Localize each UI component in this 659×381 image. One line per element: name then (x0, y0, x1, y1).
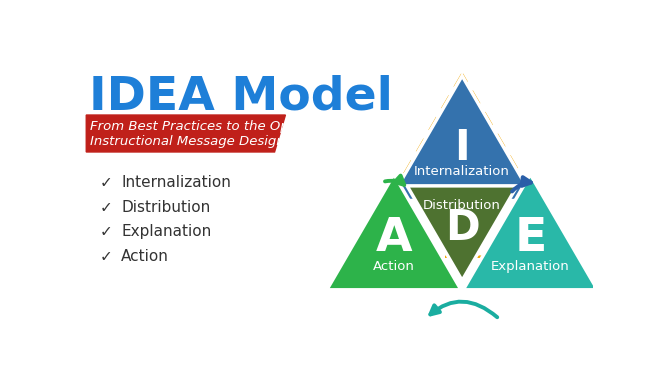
Text: Internalization: Internalization (121, 175, 231, 190)
Text: Instructional Message Design: Instructional Message Design (90, 135, 285, 148)
FancyArrowPatch shape (430, 302, 498, 317)
Text: D: D (445, 207, 480, 249)
FancyArrowPatch shape (512, 177, 531, 192)
Text: Distribution: Distribution (423, 199, 501, 211)
Text: From Best Practices to the Optimal: From Best Practices to the Optimal (90, 120, 322, 133)
Text: Action: Action (373, 260, 415, 273)
Text: ✓: ✓ (100, 175, 112, 190)
Text: ✓: ✓ (100, 224, 112, 239)
Text: A: A (376, 216, 413, 261)
Text: IDEA Model: IDEA Model (88, 75, 393, 120)
Polygon shape (86, 115, 285, 152)
Text: ✓: ✓ (100, 249, 112, 264)
Text: E: E (514, 216, 546, 261)
Text: Distribution: Distribution (121, 200, 210, 215)
Text: Action: Action (121, 249, 169, 264)
Polygon shape (463, 174, 598, 290)
Polygon shape (407, 186, 517, 280)
Text: Internalization: Internalization (415, 165, 510, 178)
Text: Explanation: Explanation (121, 224, 212, 239)
Text: Explanation: Explanation (491, 260, 569, 273)
Text: ✓: ✓ (100, 200, 112, 215)
FancyArrowPatch shape (385, 176, 404, 185)
Polygon shape (389, 76, 534, 200)
Polygon shape (327, 174, 461, 290)
Text: I: I (454, 127, 470, 169)
